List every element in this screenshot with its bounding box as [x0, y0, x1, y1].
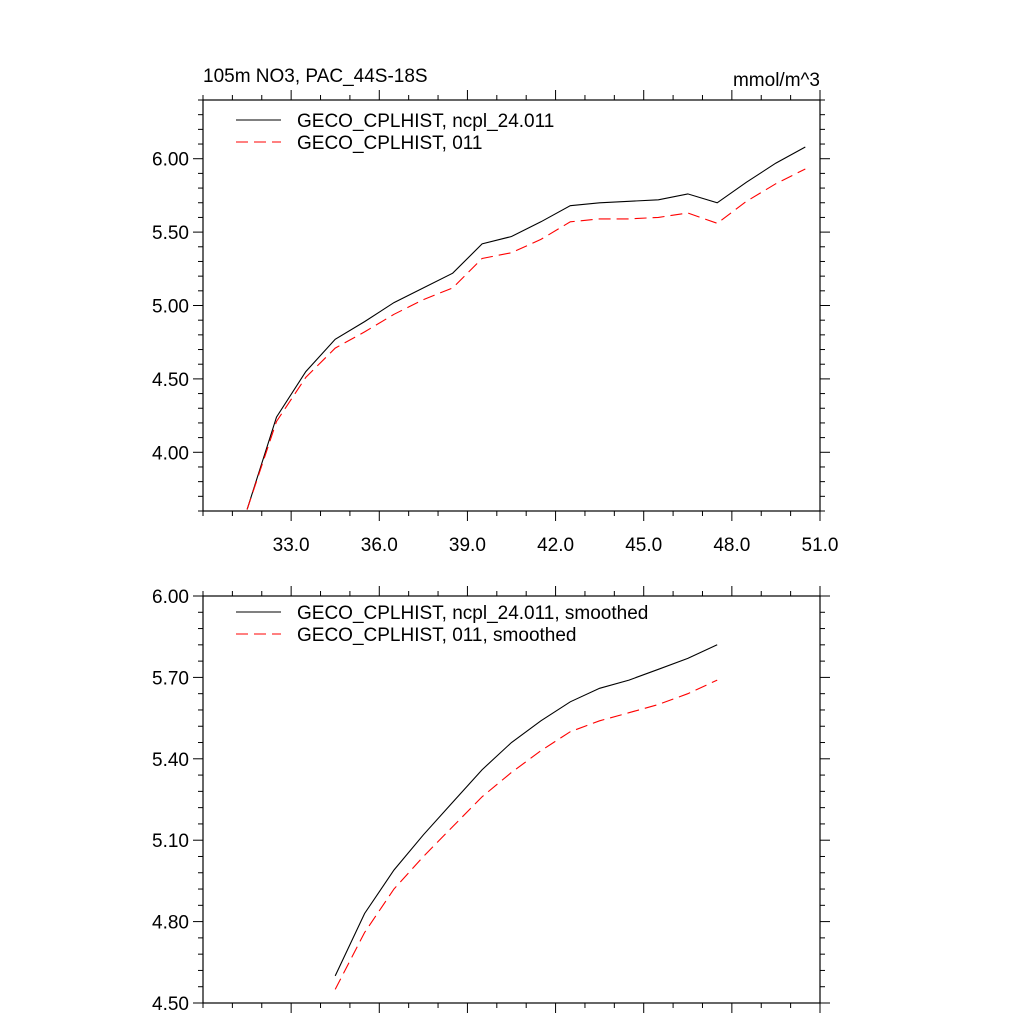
x-tick-label: 48.0	[713, 535, 750, 556]
chart-panel-bottom: 4.50 4.80 5.10 5.40 5.70 6.00 GECO_CPLHIST, nc…	[152, 586, 830, 1015]
x-tick-label: 33.0	[273, 535, 310, 556]
series-line-1	[334, 644, 718, 977]
chart-panel-top: 105m NO3, PAC_44S-18S mmol/m^3 33.0 36.0 3…	[152, 66, 838, 556]
legend-label-1: GECO_CPLHIST, ncpl_24.011, smoothed	[297, 603, 648, 624]
x-tick-label: 42.0	[537, 535, 574, 556]
y-tick-label: 5.00	[152, 297, 189, 318]
y-tick-label: 5.40	[152, 750, 189, 771]
y-tick-label: 6.00	[152, 150, 189, 171]
y-tick-label: 4.80	[152, 913, 189, 934]
y-tick-label: 4.50	[152, 994, 189, 1015]
y-tick-label: 4.50	[152, 370, 189, 391]
legend-label-2: GECO_CPLHIST, 011	[297, 133, 483, 154]
chart-units: mmol/m^3	[733, 70, 820, 91]
legend-label-2: GECO_CPLHIST, 011, smoothed	[297, 625, 577, 646]
plot-frame	[202, 99, 821, 512]
legend-label-1: GECO_CPLHIST, ncpl_24.011	[297, 111, 554, 132]
series-line-2	[334, 679, 718, 990]
chart-title: 105m NO3, PAC_44S-18S	[203, 66, 428, 87]
x-tick-label: 51.0	[802, 535, 839, 556]
x-tick-label: 39.0	[449, 535, 486, 556]
series-line-2	[246, 168, 806, 510]
y-tick-label: 4.00	[152, 443, 189, 464]
y-tick-label: 6.00	[152, 587, 189, 608]
x-tick-label: 45.0	[625, 535, 662, 556]
plot-frame	[202, 595, 821, 1004]
y-tick-label: 5.10	[152, 831, 189, 852]
series-line-1	[246, 146, 806, 510]
x-tick-label: 36.0	[361, 535, 398, 556]
y-tick-label: 5.70	[152, 668, 189, 689]
y-tick-label: 5.50	[152, 223, 189, 244]
